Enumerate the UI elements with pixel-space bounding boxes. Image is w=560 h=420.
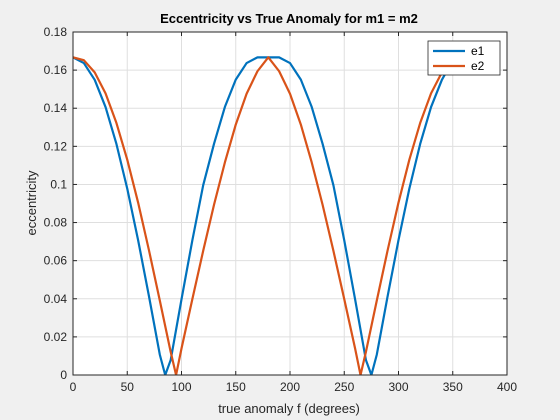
legend-box	[427, 40, 501, 76]
x-tick-label: 100	[171, 380, 191, 394]
x-tick-label: 350	[443, 380, 463, 394]
legend-label-e1: e1	[471, 44, 485, 58]
y-tick-label: 0.14	[44, 101, 68, 115]
y-tick-label: 0.02	[44, 330, 68, 344]
x-tick-label: 250	[334, 380, 354, 394]
y-tick-label: 0.04	[44, 292, 68, 306]
y-tick-label: 0.1	[50, 177, 67, 191]
series-line-e2	[73, 56, 449, 375]
x-tick-label: 0	[70, 380, 77, 394]
chart-title: Eccentricity vs True Anomaly for m1 = m2	[160, 11, 418, 26]
y-tick-label: 0.08	[44, 216, 68, 230]
legend-label-e2: e2	[471, 59, 485, 73]
x-tick-label: 300	[388, 380, 408, 394]
y-tick-label: 0.18	[44, 25, 68, 39]
x-axis-label: true anomaly f (degrees)	[218, 401, 360, 416]
series-line-e1	[73, 56, 449, 375]
x-tick-label: 200	[280, 380, 300, 394]
x-tick-label: 400	[497, 380, 517, 394]
y-tick-label: 0	[60, 368, 67, 382]
ticks: 0 50 100 150 200 250 300 350 400 0 0.02 0.04 0.06 0.0…	[44, 25, 518, 394]
y-axis-label: eccentricity	[24, 170, 39, 236]
x-tick-label: 150	[226, 380, 246, 394]
y-tick-label: 0.16	[44, 63, 68, 77]
series-layer	[73, 56, 449, 375]
x-tick-label: 50	[121, 380, 135, 394]
y-tick-label: 0.06	[44, 254, 68, 268]
y-tick-label: 0.12	[44, 139, 68, 153]
